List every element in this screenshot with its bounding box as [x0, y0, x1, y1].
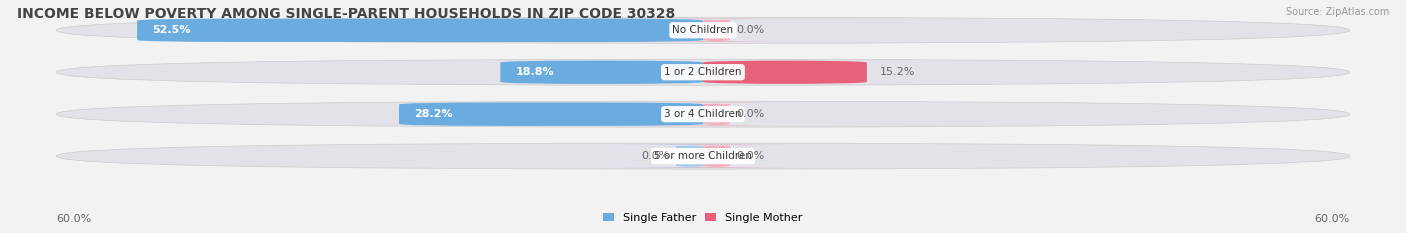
FancyBboxPatch shape: [56, 59, 1350, 85]
Text: 3 or 4 Children: 3 or 4 Children: [664, 109, 742, 119]
FancyBboxPatch shape: [136, 19, 703, 42]
FancyBboxPatch shape: [703, 61, 868, 84]
Legend: Single Father, Single Mother: Single Father, Single Mother: [599, 209, 807, 227]
FancyBboxPatch shape: [627, 103, 807, 126]
Text: 15.2%: 15.2%: [880, 67, 915, 77]
Text: 0.0%: 0.0%: [737, 25, 765, 35]
Text: INCOME BELOW POVERTY AMONG SINGLE-PARENT HOUSEHOLDS IN ZIP CODE 30328: INCOME BELOW POVERTY AMONG SINGLE-PARENT…: [17, 7, 675, 21]
Text: Source: ZipAtlas.com: Source: ZipAtlas.com: [1285, 7, 1389, 17]
FancyBboxPatch shape: [599, 144, 779, 168]
Text: 52.5%: 52.5%: [153, 25, 191, 35]
Text: 0.0%: 0.0%: [737, 109, 765, 119]
Text: 18.8%: 18.8%: [516, 67, 554, 77]
Text: 60.0%: 60.0%: [56, 214, 91, 224]
FancyBboxPatch shape: [56, 143, 1350, 169]
Text: No Children: No Children: [672, 25, 734, 35]
FancyBboxPatch shape: [501, 61, 703, 84]
Text: 5 or more Children: 5 or more Children: [654, 151, 752, 161]
FancyBboxPatch shape: [399, 103, 703, 126]
Text: 60.0%: 60.0%: [1315, 214, 1350, 224]
Text: 28.2%: 28.2%: [415, 109, 453, 119]
Text: 0.0%: 0.0%: [737, 151, 765, 161]
FancyBboxPatch shape: [56, 17, 1350, 43]
Text: 1 or 2 Children: 1 or 2 Children: [664, 67, 742, 77]
FancyBboxPatch shape: [56, 101, 1350, 127]
Text: 0.0%: 0.0%: [641, 151, 669, 161]
FancyBboxPatch shape: [627, 19, 807, 42]
FancyBboxPatch shape: [627, 144, 807, 168]
